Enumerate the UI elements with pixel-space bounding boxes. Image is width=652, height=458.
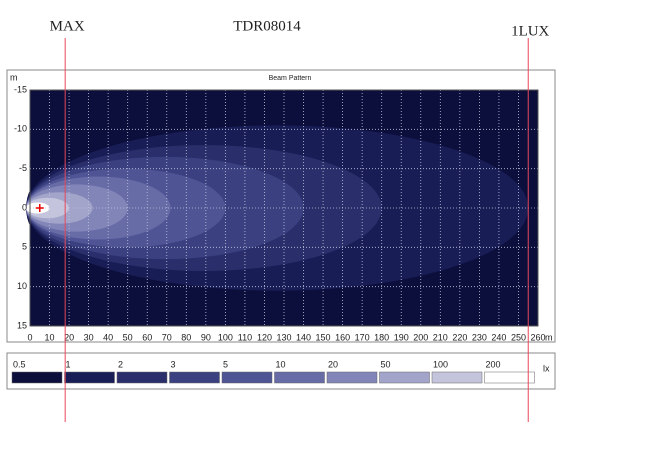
x-tick-label: 100 [218,332,233,342]
legend-swatch [274,371,325,384]
legend-swatch [326,371,378,384]
marker-label: MAX [50,18,85,34]
x-tick-label: 110 [238,332,252,342]
legend-label: 50 [381,359,391,369]
legend-label: 200 [486,359,501,369]
x-tick-label: 190 [394,332,409,342]
x-tick-label: 70 [162,332,172,342]
legend-label: 0.5 [13,359,26,369]
x-tick-label: 180 [374,332,389,342]
legend-label: 2 [118,359,123,369]
peak-marker [35,204,44,212]
x-tick-label: 250 [511,332,526,342]
legend-swatch [484,371,535,384]
y-tick-label: -5 [19,163,27,173]
x-tick-label: 0 [27,332,32,342]
legend-unit: lx [543,363,550,373]
chart-title: Beam Pattern [269,75,312,82]
x-tick-label: 40 [103,332,113,342]
legend-label: 1 [66,359,71,369]
y-tick-label: -10 [14,124,27,134]
x-tick-label: 20 [64,332,74,342]
legend-swatch [64,371,115,384]
x-tick-label: 130 [276,332,291,342]
legend-label: 100 [433,359,448,369]
legend-swatch [221,371,273,384]
x-tick-label: 10 [45,332,55,342]
x-tick-label: 240 [491,332,506,342]
legend-label: 5 [223,359,228,369]
x-tick-label: 220 [452,332,467,342]
x-tick-label: 30 [84,332,94,342]
legend-swatch [11,371,63,384]
x-tick-label: 80 [181,332,191,342]
y-tick-label: 0 [22,202,27,212]
legend-swatch [431,371,483,384]
marker-label: 1LUX [511,23,549,39]
legend-swatch [169,371,220,384]
x-tick-label: 90 [201,332,211,342]
legend-label: 10 [276,359,286,369]
x-tick-label: 210 [433,332,448,342]
x-tick-label: 120 [257,332,272,342]
x-tick-label: 150 [316,332,331,342]
x-tick-label: 260 [530,332,545,342]
y-unit: m [10,72,18,82]
x-tick-label: 60 [142,332,152,342]
y-tick-label: 5 [22,242,27,252]
x-tick-label: 230 [472,332,487,342]
x-tick-label: 160 [335,332,350,342]
y-tick-label: 15 [17,320,27,330]
y-tick-label: -15 [14,84,27,94]
legend-swatch [116,371,168,384]
legend-label: 20 [328,359,338,369]
x-unit: m [545,332,553,342]
x-tick-label: 140 [296,332,311,342]
legend-label: 3 [171,359,176,369]
plot-border [29,89,539,327]
heading: TDR08014 [233,18,301,34]
legend-swatch [379,371,430,384]
x-tick-label: 50 [123,332,133,342]
y-tick-label: 10 [17,281,27,291]
x-tick-label: 200 [413,332,428,342]
x-tick-label: 170 [355,332,370,342]
